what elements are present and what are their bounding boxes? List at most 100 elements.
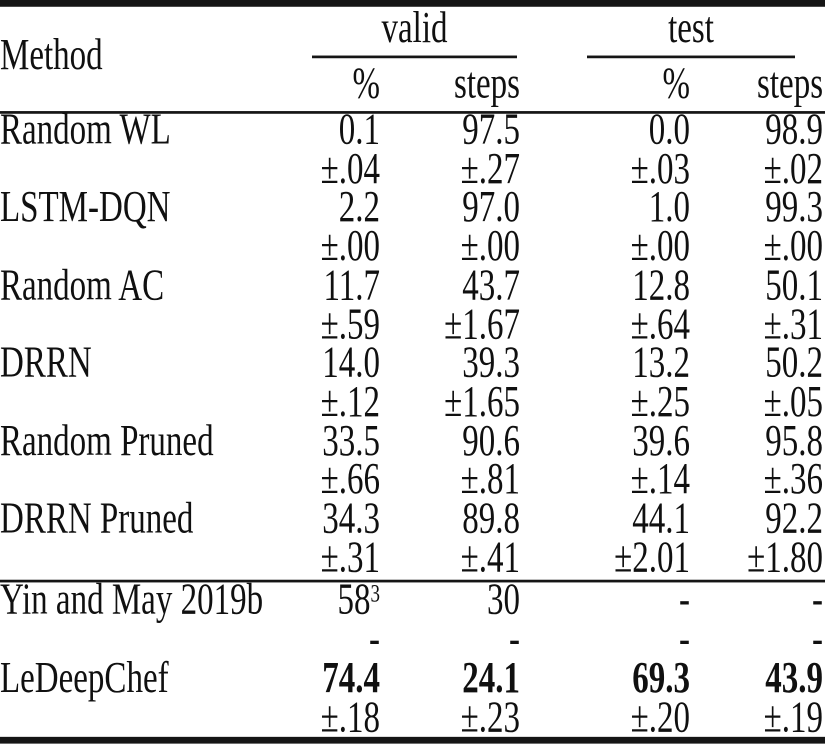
value-cell: ±1.80 [692, 535, 825, 580]
value-cell: ±.00 [385, 224, 522, 269]
value-cell: ±.03 [522, 147, 692, 192]
cell-value: ±.12 [320, 377, 380, 427]
value-cell: - [385, 617, 522, 662]
cell-value: ±.27 [460, 144, 521, 194]
method-label: Random Pruned [0, 416, 214, 466]
value-cell: ±.02 [692, 147, 825, 192]
value-cell: - [285, 617, 385, 662]
cell-value: ±.31 [320, 533, 380, 583]
cell-value: 33.5 [322, 416, 380, 466]
table-row: Yin and May 2019b 583 30 - - [0, 578, 825, 623]
group-header-row: Method valid test [0, 0, 825, 78]
cell-value: ±.00 [460, 222, 521, 272]
table-body: Random WL 0.1 97.5 0.0 98.9 ±.04 ±.27 ±.03 ±.02 L… [0, 108, 825, 740]
value-cell: ±.14 [522, 458, 692, 503]
cell-value: 1.0 [648, 183, 691, 233]
cell-value: ±.18 [320, 692, 380, 742]
cell-value: 13.2 [632, 338, 691, 388]
value-cell: 98.9 [692, 108, 825, 153]
cell-value: ±.00 [320, 222, 380, 272]
value-cell: ±.12 [285, 380, 385, 425]
table-row: DRRN Pruned 34.3 89.8 44.1 92.2 [0, 496, 825, 541]
value-cell: ±2.01 [522, 535, 692, 580]
test-group-label: test [668, 4, 714, 54]
value-cell: 0.1 [285, 108, 385, 153]
valid-group-header: valid [285, 0, 522, 58]
method-cell: DRRN Pruned [0, 496, 285, 541]
test-percent-header: % [662, 59, 691, 109]
value-cell: ±.18 [285, 695, 385, 740]
cell-value: ±.41 [460, 533, 521, 583]
value-cell: ±1.67 [385, 302, 522, 347]
cell-value: - [679, 615, 691, 664]
value-cell: 90.6 [385, 419, 522, 464]
valid-group-label: valid [381, 4, 448, 54]
cell-value: ±.25 [630, 377, 691, 427]
value-cell: 583 [285, 578, 385, 623]
cell-value: ±.23 [460, 692, 521, 742]
cell-value: 89.8 [462, 494, 521, 544]
value-cell: 97.5 [385, 108, 522, 153]
cell-value: - [812, 615, 824, 664]
method-cell [0, 698, 285, 737]
cell-value: 99.3 [765, 183, 824, 233]
value-cell: 30 [385, 578, 522, 623]
cell-value: ±1.67 [444, 300, 521, 349]
cell-value: ±.81 [460, 455, 521, 505]
header-rule [0, 111, 825, 114]
cell-value: ±.04 [320, 144, 380, 194]
cell-value: - [369, 615, 380, 664]
value-cell: ±.23 [385, 695, 522, 740]
section-rule [0, 579, 825, 582]
method-cell: Yin and May 2019b [0, 578, 285, 623]
test-steps-header: steps [757, 59, 824, 109]
cell-value: ±.64 [630, 300, 691, 349]
cell-value: ±.02 [763, 144, 824, 194]
value-cell: 2.2 [285, 185, 385, 230]
cell-value: ±2.01 [614, 533, 691, 583]
cell-value: 11.7 [323, 261, 380, 310]
cell-value: 2.2 [338, 183, 380, 233]
value-cell: ±.41 [385, 535, 522, 580]
table-row: LeDeepChef 74.4 24.1 69.3 43.9 [0, 656, 825, 701]
value-cell: 12.8 [522, 263, 692, 308]
value-cell: ±.19 [692, 695, 825, 740]
value-cell: 0.0 [522, 108, 692, 153]
table-row: Random WL 0.1 97.5 0.0 98.9 [0, 108, 825, 153]
top-rule [0, 0, 825, 7]
value-cell: - [692, 617, 825, 662]
method-label: DRRN Pruned [0, 494, 194, 544]
value-cell: ±.31 [285, 535, 385, 580]
value-cell: ±.00 [692, 224, 825, 269]
table-row: ±.18 ±.23 ±.20 ±.19 [0, 695, 825, 740]
cell-value: - [812, 576, 824, 626]
cell-value: 39.6 [632, 416, 691, 466]
method-label: Random AC [0, 261, 165, 310]
cell-value: 44.1 [632, 494, 691, 544]
cell-value: ±1.80 [747, 533, 824, 583]
value-cell: 13.2 [522, 341, 692, 386]
table-row: Random AC 11.7 43.7 12.8 50.1 [0, 263, 825, 308]
test-group-header: test [522, 0, 825, 58]
cell-value: 30 [487, 576, 521, 626]
cell-value: ±.14 [630, 455, 691, 505]
value-cell: ±.81 [385, 458, 522, 503]
value-cell: - [522, 578, 692, 623]
cell-value: 24.1 [462, 654, 521, 703]
value-cell: ±.31 [692, 302, 825, 347]
valid-steps-header: steps [454, 59, 521, 109]
cell-value: 95.8 [765, 416, 824, 466]
value-cell: ±.64 [522, 302, 692, 347]
cell-value: 50.2 [765, 338, 824, 388]
value-cell: ±.36 [692, 458, 825, 503]
value-cell: 39.6 [522, 419, 692, 464]
value-cell: 34.3 [285, 496, 385, 541]
table-row: ±.59 ±1.67 ±.64 ±.31 [0, 302, 825, 347]
method-cell: LeDeepChef [0, 656, 285, 701]
value-cell: ±.00 [285, 224, 385, 269]
table-row: ±.04 ±.27 ±.03 ±.02 [0, 147, 825, 192]
value-cell: ±.59 [285, 302, 385, 347]
method-cell: Random Pruned [0, 419, 285, 464]
